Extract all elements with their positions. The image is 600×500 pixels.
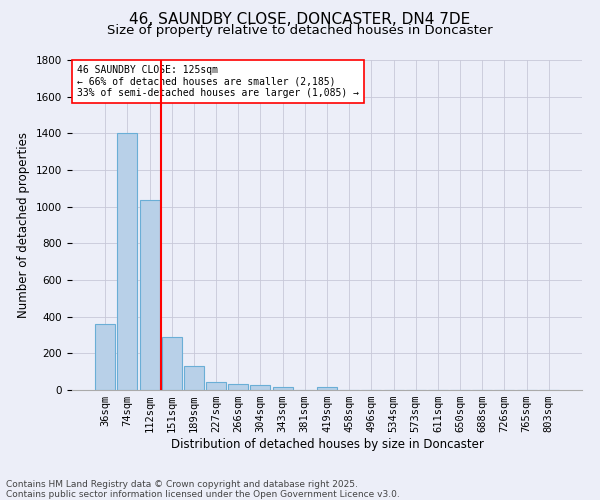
Bar	[95, 324, 115, 390]
Text: Size of property relative to detached houses in Doncaster: Size of property relative to detached ho…	[107, 24, 493, 37]
Text: Contains HM Land Registry data © Crown copyright and database right 2025.
Contai: Contains HM Land Registry data © Crown c…	[6, 480, 400, 499]
Bar	[118, 134, 137, 390]
Text: 46, SAUNDBY CLOSE, DONCASTER, DN4 7DE: 46, SAUNDBY CLOSE, DONCASTER, DN4 7DE	[130, 12, 470, 28]
Text: 46 SAUNDBY CLOSE: 125sqm
← 66% of detached houses are smaller (2,185)
33% of sem: 46 SAUNDBY CLOSE: 125sqm ← 66% of detach…	[77, 65, 359, 98]
Bar	[317, 386, 337, 390]
Bar	[140, 200, 160, 390]
Bar	[184, 366, 204, 390]
X-axis label: Distribution of detached houses by size in Doncaster: Distribution of detached houses by size …	[170, 438, 484, 451]
Bar	[272, 386, 293, 390]
Y-axis label: Number of detached properties: Number of detached properties	[17, 132, 31, 318]
Bar	[206, 382, 226, 390]
Bar	[162, 337, 182, 390]
Bar	[250, 386, 271, 390]
Bar	[228, 384, 248, 390]
